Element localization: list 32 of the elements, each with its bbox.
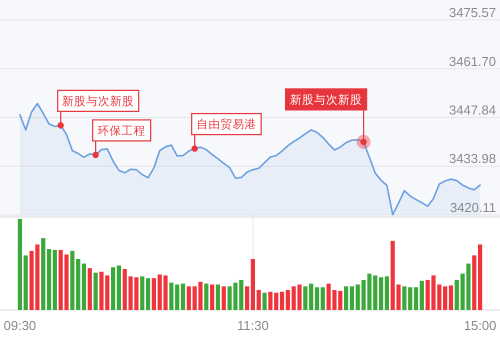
bar <box>134 277 139 310</box>
y-tick-label: 3447.84 <box>449 102 496 118</box>
bar <box>222 286 226 310</box>
bar <box>228 286 232 310</box>
bar <box>52 250 57 310</box>
x-tick-label: 15:00 <box>464 318 496 333</box>
bar <box>204 284 208 310</box>
bar <box>384 276 389 310</box>
bar <box>88 268 92 310</box>
bar <box>326 284 331 310</box>
bar <box>111 267 116 310</box>
annotation: 新股与次新股 <box>62 94 134 108</box>
y-tick-label: 3420.11 <box>450 200 496 215</box>
x-tick-label: 09:30 <box>4 318 36 333</box>
annotation: 新股与次新股 <box>290 92 362 106</box>
bar <box>94 272 98 310</box>
bar <box>466 264 471 310</box>
annotation: 环保工程 <box>98 124 146 138</box>
y-tick-label: 3433.98 <box>449 151 496 166</box>
bar <box>262 292 267 310</box>
bar <box>116 265 122 310</box>
x-tick-label: 11:30 <box>237 318 269 333</box>
annotation: 自由贸易港 <box>196 117 256 132</box>
bar <box>344 286 348 310</box>
bar <box>216 284 220 310</box>
y-tick-label: 3461.70 <box>449 54 496 69</box>
bar <box>29 250 34 310</box>
bar <box>244 286 250 310</box>
bar <box>448 285 454 310</box>
y-tick-label: 3475.57 <box>449 5 496 20</box>
bar <box>210 284 214 310</box>
bar <box>35 244 40 310</box>
